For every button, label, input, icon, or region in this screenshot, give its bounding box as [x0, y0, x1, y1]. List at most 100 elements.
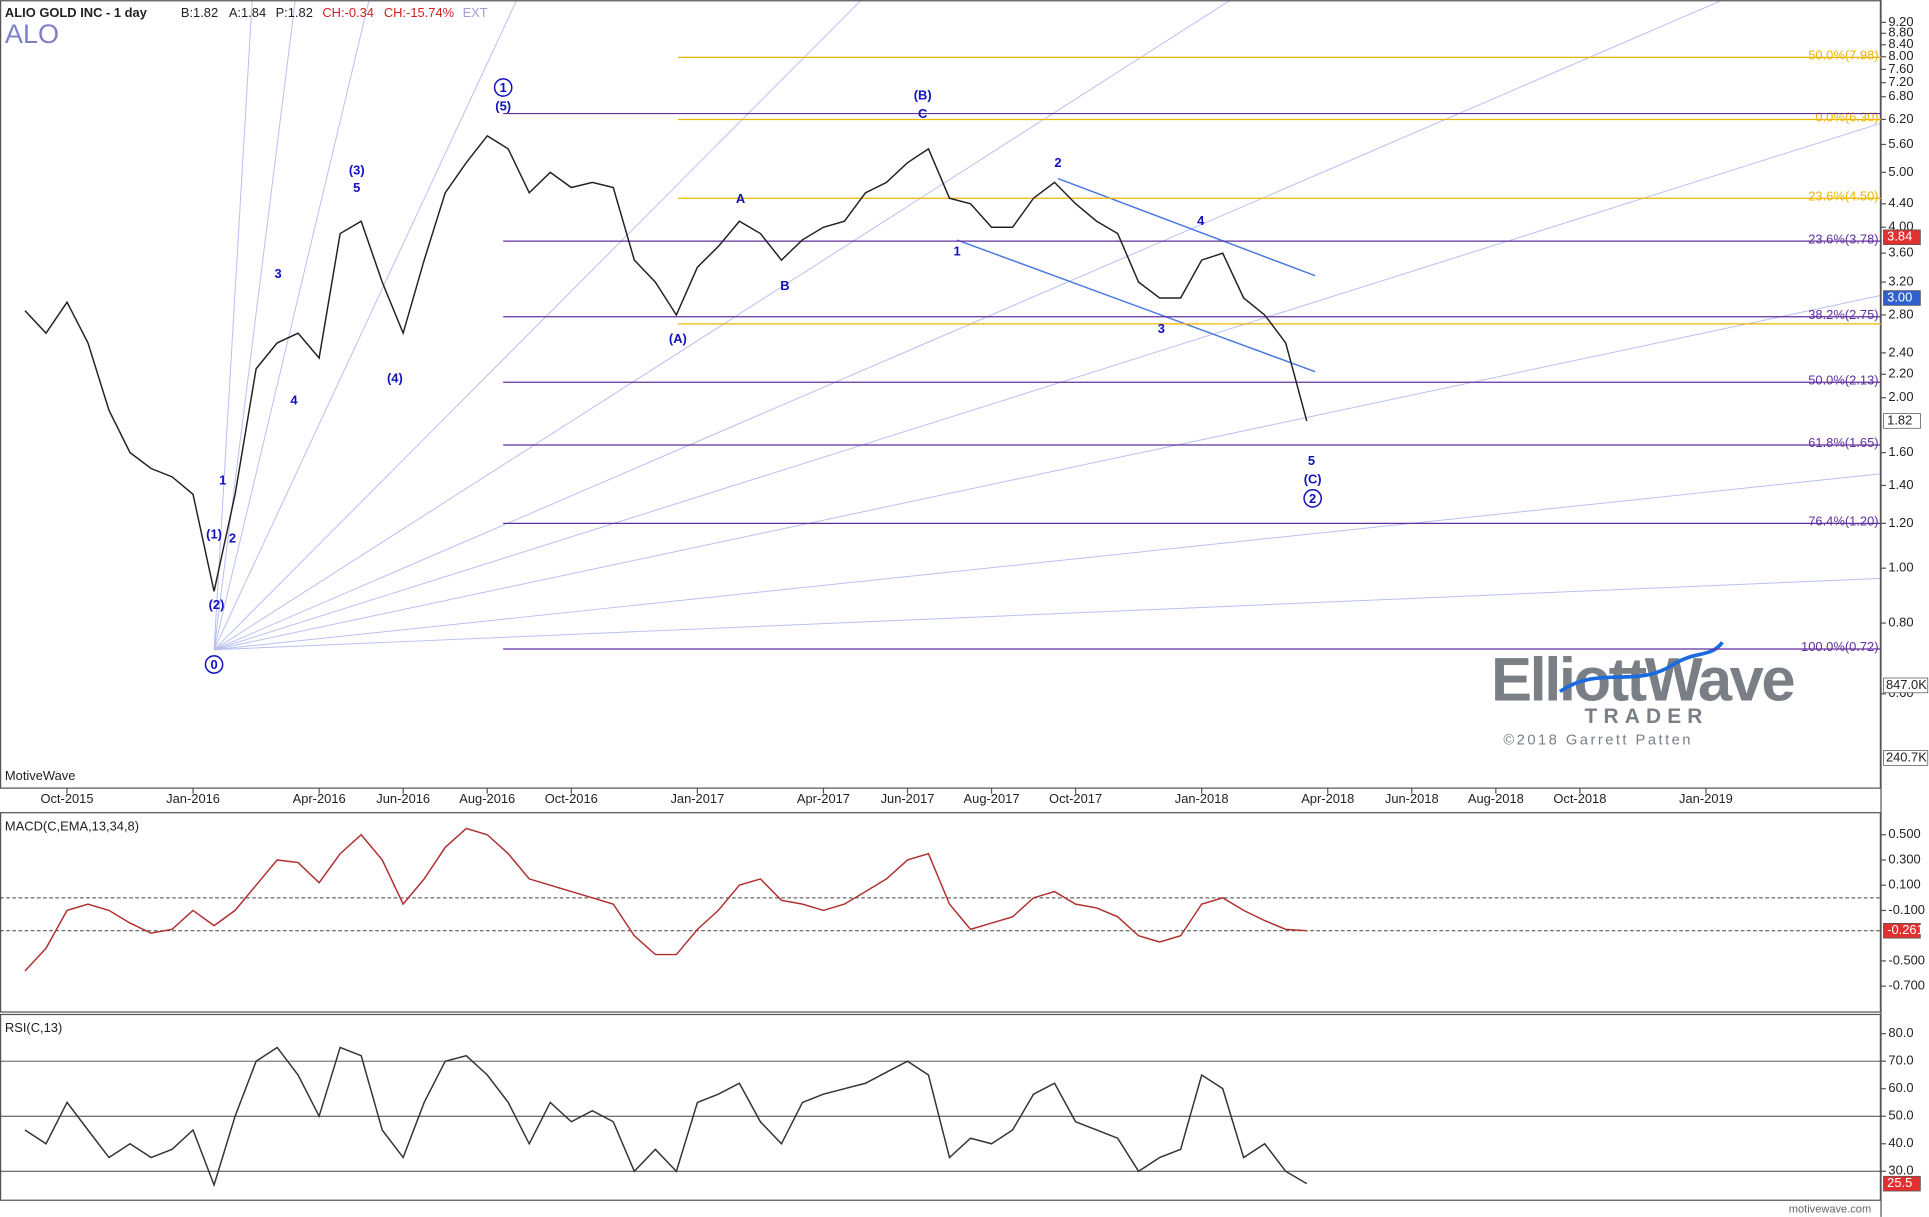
- logo: ElliottWave: [1491, 645, 1794, 714]
- price-flag-label: 3.84: [1887, 229, 1912, 244]
- wave-label: (5): [495, 99, 511, 114]
- x-tick-label: Jan-2019: [1679, 791, 1733, 806]
- x-tick-label: Jan-2018: [1175, 791, 1229, 806]
- source: MotiveWave: [5, 768, 76, 783]
- y-tick-label: 2.20: [1888, 366, 1913, 381]
- y-tick-label: 4.40: [1888, 195, 1913, 210]
- x-tick-label: Jun-2017: [881, 791, 935, 806]
- fib-label: 50.0%(2.13): [1808, 372, 1878, 387]
- y-tick-label: 5.60: [1888, 136, 1913, 151]
- x-tick-label: Oct-2016: [545, 791, 598, 806]
- y-tick-label: 8.80: [1888, 25, 1913, 40]
- wave-label: 1: [219, 473, 226, 488]
- wave-label: 2: [1309, 491, 1316, 506]
- logo-wave: [1558, 641, 1724, 694]
- y-tick-label: 0.100: [1888, 877, 1920, 892]
- x-tick-label: Apr-2016: [293, 791, 346, 806]
- y-tick-label: 50.0: [1888, 1108, 1913, 1123]
- price-flag-label: 1.82: [1887, 412, 1912, 427]
- change: CH:-15.74%: [384, 5, 455, 20]
- volume-flag: [1883, 677, 1929, 694]
- symbol: ALO: [5, 19, 59, 49]
- panel-title: MACD(C,EMA,13,34,8): [5, 818, 139, 833]
- wave-circle: [204, 655, 224, 674]
- y-tick-label: 1.60: [1888, 444, 1913, 459]
- wave-label: (1): [206, 527, 222, 542]
- y-tick-label: 0.80: [1888, 614, 1913, 629]
- fib-label: 38.2%(2.75): [1808, 307, 1878, 322]
- wave-circle: [493, 78, 513, 97]
- fib-label: 23.6%(3.78): [1808, 231, 1878, 246]
- fib-label: 23.6%(4.50): [1808, 188, 1878, 203]
- panel-frames: [0, 0, 1882, 1217]
- chart-title: ALIO GOLD INC - 1 day: [5, 5, 148, 20]
- fib-label: 0.0%(6.30): [1815, 110, 1878, 125]
- price-flag: [1883, 290, 1921, 306]
- wave-label: (C): [1304, 471, 1322, 486]
- y-tick-label: 6.20: [1888, 111, 1913, 126]
- quote: A:1.84: [229, 5, 266, 20]
- x-tick-label: Jun-2016: [376, 791, 430, 806]
- fib-label: 50.0%(7.98): [1808, 48, 1878, 63]
- ext: EXT: [463, 5, 488, 20]
- price-flag-label: -0.261: [1887, 922, 1924, 937]
- y-tick-label: 2.00: [1888, 389, 1913, 404]
- wave-label: 4: [290, 393, 298, 408]
- wave-label: 2: [1054, 155, 1061, 170]
- wave-label: A: [736, 191, 745, 206]
- y-tick-label: -0.700: [1888, 978, 1925, 993]
- price-flag: [1883, 229, 1921, 246]
- price-flag: [1883, 923, 1921, 939]
- x-tick-label: Jun-2018: [1385, 791, 1439, 806]
- y-tick-label: 1.20: [1888, 515, 1913, 530]
- y-tick-label: -0.100: [1888, 902, 1925, 917]
- wave-label: (B): [914, 88, 932, 103]
- volume-flag-label: 240.7K: [1886, 749, 1927, 764]
- x-tick-label: Jan-2017: [670, 791, 724, 806]
- y-tick-label: 1.40: [1888, 477, 1913, 492]
- panel-title: RSI(C,13): [5, 1020, 62, 1035]
- x-tick-label: Aug-2017: [964, 791, 1020, 806]
- x-tick-label: Aug-2016: [459, 791, 515, 806]
- x-tick-label: Oct-2017: [1049, 791, 1102, 806]
- wave-circle: [1303, 489, 1323, 508]
- wave-label: 0: [210, 657, 217, 672]
- wave-label: (A): [669, 331, 687, 346]
- volume-flag: [1883, 750, 1929, 766]
- y-tick-label: 9.20: [1888, 14, 1913, 29]
- series-line: [24, 827, 1307, 972]
- y-tick-label: 8.40: [1888, 36, 1913, 51]
- y-tick-label: 2.40: [1888, 344, 1913, 359]
- x-tick-label: Jan-2016: [166, 791, 220, 806]
- wave-label: 2: [229, 530, 236, 545]
- wave-label: C: [918, 106, 927, 121]
- series-line: [24, 1046, 1308, 1188]
- quote: B:1.82: [181, 5, 218, 20]
- y-tick-label: 3.20: [1888, 274, 1913, 289]
- y-tick-label: 8.00: [1888, 48, 1913, 63]
- wave-label: 3: [1158, 321, 1165, 336]
- channel: [956, 177, 1316, 373]
- y-tick-label: 1.00: [1888, 560, 1913, 575]
- x-tick-label: Apr-2018: [1301, 791, 1354, 806]
- wave-label: 5: [353, 180, 360, 195]
- y-tick-label: 7.60: [1888, 61, 1913, 76]
- wave-label: B: [780, 278, 789, 293]
- y-tick-label: -0.500: [1888, 952, 1925, 967]
- fib-label: 76.4%(1.20): [1808, 514, 1878, 529]
- series-line: [24, 134, 1308, 592]
- price-flag: [1883, 1175, 1921, 1192]
- wave-label: 3: [274, 266, 281, 281]
- wave-label: 1: [500, 80, 507, 95]
- quote: P:1.82: [276, 5, 313, 20]
- logo-sub: TRADER: [1585, 705, 1709, 728]
- gann-fan: [213, 0, 1882, 651]
- site: motivewave.com: [1789, 1203, 1871, 1215]
- wave-label: 5: [1308, 453, 1315, 468]
- y-tick-label: 0.500: [1888, 826, 1920, 841]
- y-tick-label: 60.0: [1888, 1080, 1913, 1095]
- copyright: ©2018 Garrett Patten: [1503, 733, 1693, 749]
- fib-label: 61.8%(1.65): [1808, 435, 1878, 450]
